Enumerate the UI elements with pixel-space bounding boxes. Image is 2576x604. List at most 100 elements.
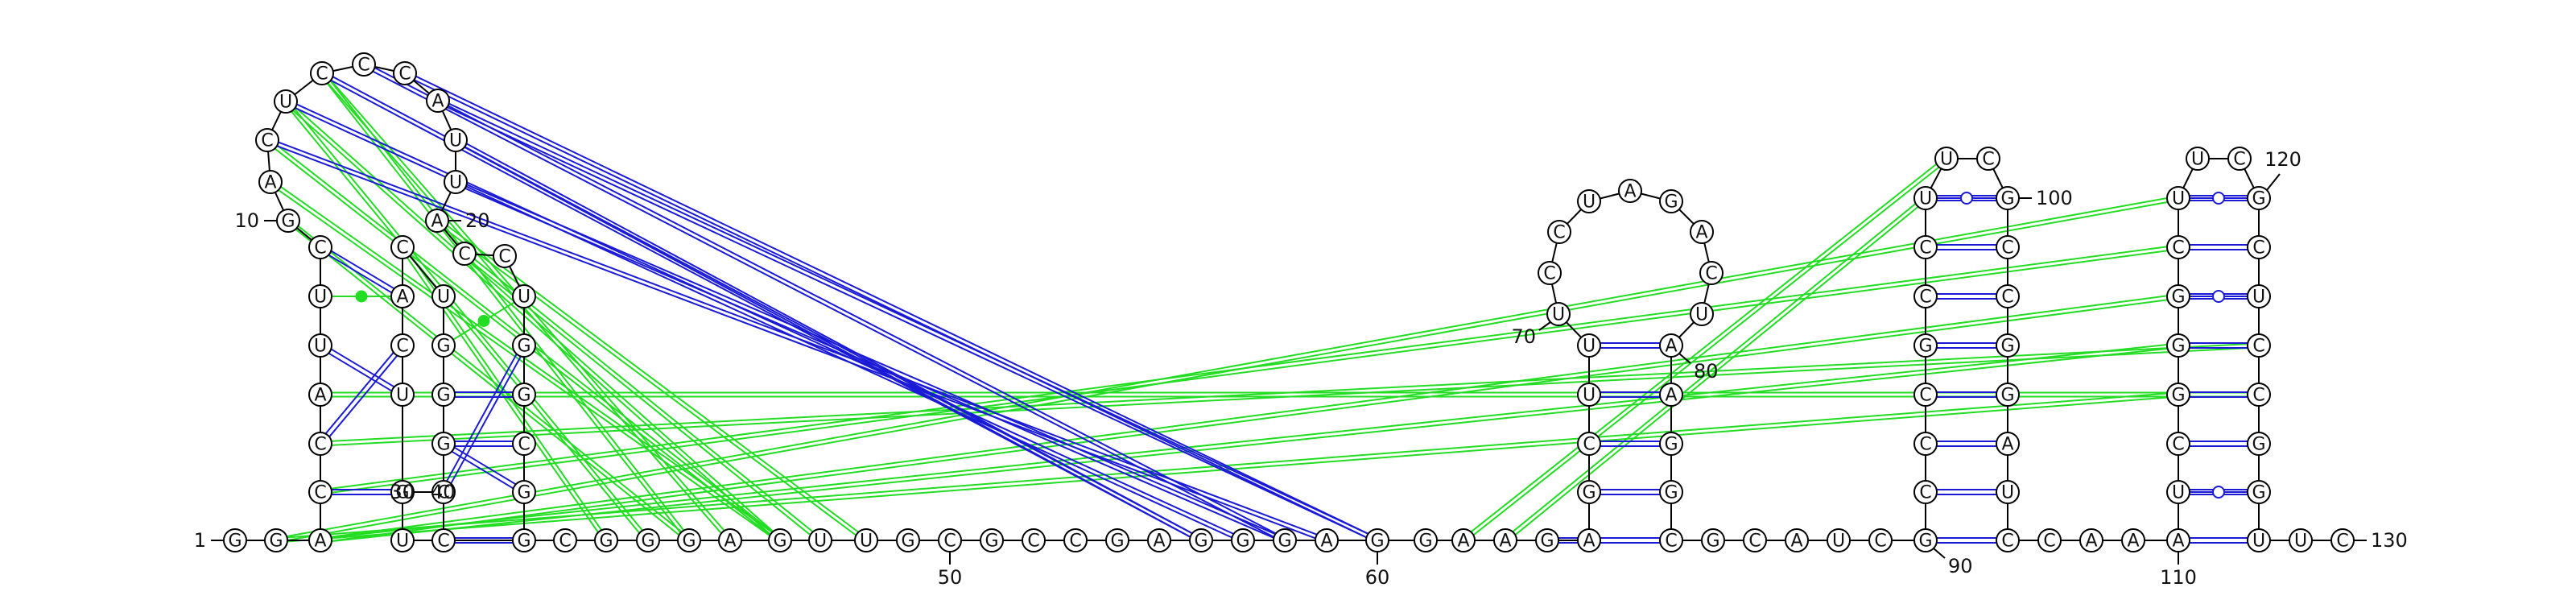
tert-green-line: [320, 297, 2179, 544]
nucleotide-circle: [493, 244, 517, 268]
position-label-40: 40: [431, 481, 456, 503]
nucleotide-106: C: [1996, 528, 2020, 552]
nucleotide-105: U: [1996, 480, 2020, 504]
nucleotide-circle: [2186, 147, 2210, 171]
nucleotide-letter: G: [269, 532, 283, 552]
nucleotide-circle: [1063, 528, 1088, 552]
nucleotide-circle: [390, 284, 415, 308]
nucleotide-122: U: [2247, 284, 2271, 308]
nucleotide-4: C: [308, 480, 332, 504]
nucleotide-circle: [1996, 284, 2020, 308]
nucleotide-67: C: [1577, 432, 1601, 456]
nucleotide-circle: [1659, 333, 1683, 358]
nucleotide-29: C: [431, 528, 456, 552]
nucleotide-54: G: [1105, 528, 1129, 552]
wobble-pair-marker: [2212, 290, 2225, 303]
nucleotide-circle: [1913, 480, 1938, 504]
nucleotide-letter: G: [2252, 435, 2265, 455]
nucleotide-circle: [768, 528, 792, 552]
nucleotide-letter: A: [2085, 532, 2097, 552]
nucleotide-letter: U: [1583, 192, 1596, 213]
nucleotide-circle: [854, 528, 878, 552]
nucleotide-circle: [1827, 528, 1851, 552]
nucleotide-circle: [1618, 179, 1642, 203]
nucleotide-17: A: [426, 89, 450, 113]
nucleotide-letter: G: [1278, 532, 1291, 552]
nucleotide-letter: C: [1982, 150, 1994, 170]
position-label-20: 20: [465, 209, 490, 232]
nucleotide-53: C: [1063, 528, 1088, 552]
tert-green-line: [270, 180, 782, 540]
nucleotide-letter: G: [2171, 288, 2185, 308]
nucleotide-circle: [1659, 189, 1683, 213]
nucleotide-letter: A: [1695, 223, 1707, 243]
nucleotide-letter: C: [2001, 288, 2013, 308]
nucleotide-circle: [512, 528, 536, 552]
nucleotide-circle: [1577, 528, 1601, 552]
nucleotide-97: U: [1934, 147, 1959, 171]
nucleotide-circle: [2289, 528, 2313, 552]
nucleotide-76: A: [1690, 220, 1714, 244]
position-label-110: 110: [2160, 566, 2197, 589]
position-tick: [1933, 548, 1946, 559]
nucleotide-9: C: [308, 235, 332, 259]
tert-green-line: [1505, 199, 1928, 543]
nucleotide-letter: C: [1919, 238, 1931, 259]
nucleotide-circle: [308, 284, 332, 308]
nucleotide-letter: C: [2001, 532, 2013, 552]
tert-blue-line: [362, 65, 1285, 544]
nucleotide-87: U: [1827, 528, 1851, 552]
nucleotide-letter: G: [517, 483, 530, 503]
nucleotide-35: C: [390, 235, 415, 259]
nucleotide-letter: A: [1665, 386, 1677, 406]
nucleotide-113: G: [2166, 383, 2190, 407]
nucleotide-letter: U: [1695, 305, 1708, 325]
nucleotide-circle: [1659, 528, 1683, 552]
nucleotide-circle: [1493, 528, 1517, 552]
nucleotide-118: U: [2186, 147, 2210, 171]
nucleotide-circle: [2247, 480, 2271, 504]
nucleotide-circle: [677, 528, 701, 552]
position-label-130: 130: [2371, 529, 2408, 552]
position-label-120: 120: [2264, 148, 2301, 171]
nucleotide-letter: G: [1194, 532, 1208, 552]
nucleotide-22: C: [493, 244, 517, 268]
nucleotide-38: C: [390, 333, 415, 358]
nucleotide-letter: G: [436, 435, 450, 455]
nucleotide-6: A: [308, 383, 332, 407]
nucleotide-letter: U: [1583, 337, 1596, 357]
nucleotide-circle: [1414, 528, 1438, 552]
tert-green-line: [286, 221, 689, 543]
nucleotide-letter: G: [1664, 435, 1678, 455]
nucleotide-letter: G: [436, 386, 450, 406]
nucleotide-circle: [1189, 528, 1213, 552]
nucleotide-circle: [553, 528, 577, 552]
nucleotide-125: G: [2247, 432, 2271, 456]
nucleotide-108: A: [2079, 528, 2103, 552]
nucleotide-letter: C: [316, 64, 328, 85]
nucleotide-letter: C: [2233, 150, 2245, 170]
nucleotide-circle: [2037, 528, 2062, 552]
nucleotide-letter: G: [2171, 386, 2185, 406]
nucleotide-letter: C: [357, 56, 369, 76]
noncanonical-pair-marker: [477, 315, 490, 327]
nucleotide-letter: C: [1874, 532, 1886, 552]
nucleotide-letter: U: [2172, 483, 2185, 503]
nucleotide-circle: [431, 284, 456, 308]
tertiary-interactions: [265, 61, 2260, 544]
noncanonical-pair-marker: [355, 290, 368, 303]
nucleotide-10: G: [276, 209, 300, 233]
nucleotide-126: G: [2247, 480, 2271, 504]
position-label-50: 50: [938, 566, 963, 589]
nucleotide-32: G: [431, 383, 456, 407]
nucleotide-85: C: [1743, 528, 1767, 552]
nucleotide-101: C: [1996, 284, 2020, 308]
canonical-pair-line: [321, 346, 406, 446]
nucleotide-120: G: [2247, 186, 2271, 210]
tert-blue-line: [403, 74, 1377, 544]
nucleotide-circle: [808, 528, 832, 552]
nucleotide-letter: C: [2252, 337, 2264, 357]
nucleotide-66: G: [1577, 480, 1601, 504]
tert-green-line: [320, 342, 2178, 540]
nucleotide-circle: [308, 432, 332, 456]
